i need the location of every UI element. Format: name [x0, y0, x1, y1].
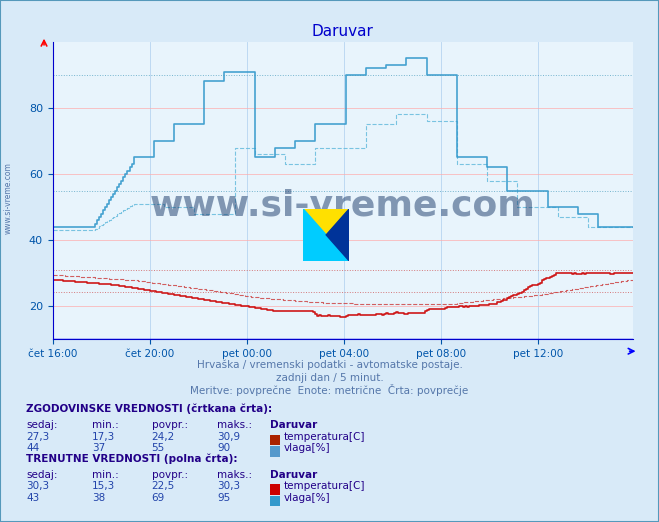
Text: povpr.:: povpr.:: [152, 420, 188, 430]
Text: 95: 95: [217, 493, 231, 503]
Text: maks.:: maks.:: [217, 470, 252, 480]
Text: temperatura[C]: temperatura[C]: [283, 432, 365, 442]
Text: 43: 43: [26, 493, 40, 503]
Text: Daruvar: Daruvar: [270, 420, 318, 430]
Text: ZGODOVINSKE VREDNOSTI (črtkana črta):: ZGODOVINSKE VREDNOSTI (črtkana črta):: [26, 404, 272, 414]
Text: Daruvar: Daruvar: [270, 470, 318, 480]
Text: 27,3: 27,3: [26, 432, 49, 442]
Text: temperatura[C]: temperatura[C]: [283, 481, 365, 491]
Text: 37: 37: [92, 443, 105, 453]
Text: Meritve: povprečne  Enote: metrične  Črta: povprečje: Meritve: povprečne Enote: metrične Črta:…: [190, 384, 469, 396]
Text: maks.:: maks.:: [217, 420, 252, 430]
Text: min.:: min.:: [92, 420, 119, 430]
Text: www.si-vreme.com: www.si-vreme.com: [3, 162, 13, 234]
Text: Hrvaška / vremenski podatki - avtomatske postaje.: Hrvaška / vremenski podatki - avtomatske…: [196, 360, 463, 370]
Text: min.:: min.:: [92, 470, 119, 480]
Text: TRENUTNE VREDNOSTI (polna črta):: TRENUTNE VREDNOSTI (polna črta):: [26, 454, 238, 464]
Text: 44: 44: [26, 443, 40, 453]
Title: Daruvar: Daruvar: [312, 24, 374, 39]
Text: 90: 90: [217, 443, 231, 453]
Polygon shape: [303, 209, 349, 261]
Text: sedaj:: sedaj:: [26, 470, 58, 480]
Text: sedaj:: sedaj:: [26, 420, 58, 430]
Text: 38: 38: [92, 493, 105, 503]
Text: 69: 69: [152, 493, 165, 503]
Text: 30,3: 30,3: [26, 481, 49, 491]
Text: zadnji dan / 5 minut.: zadnji dan / 5 minut.: [275, 373, 384, 383]
Text: www.si-vreme.com: www.si-vreme.com: [150, 188, 536, 222]
Text: 55: 55: [152, 443, 165, 453]
Text: 30,9: 30,9: [217, 432, 241, 442]
Text: 24,2: 24,2: [152, 432, 175, 442]
Text: povpr.:: povpr.:: [152, 470, 188, 480]
Text: 22,5: 22,5: [152, 481, 175, 491]
Text: 17,3: 17,3: [92, 432, 115, 442]
Text: 30,3: 30,3: [217, 481, 241, 491]
Polygon shape: [326, 209, 349, 261]
Text: 15,3: 15,3: [92, 481, 115, 491]
Text: vlaga[%]: vlaga[%]: [283, 493, 330, 503]
Text: vlaga[%]: vlaga[%]: [283, 443, 330, 453]
